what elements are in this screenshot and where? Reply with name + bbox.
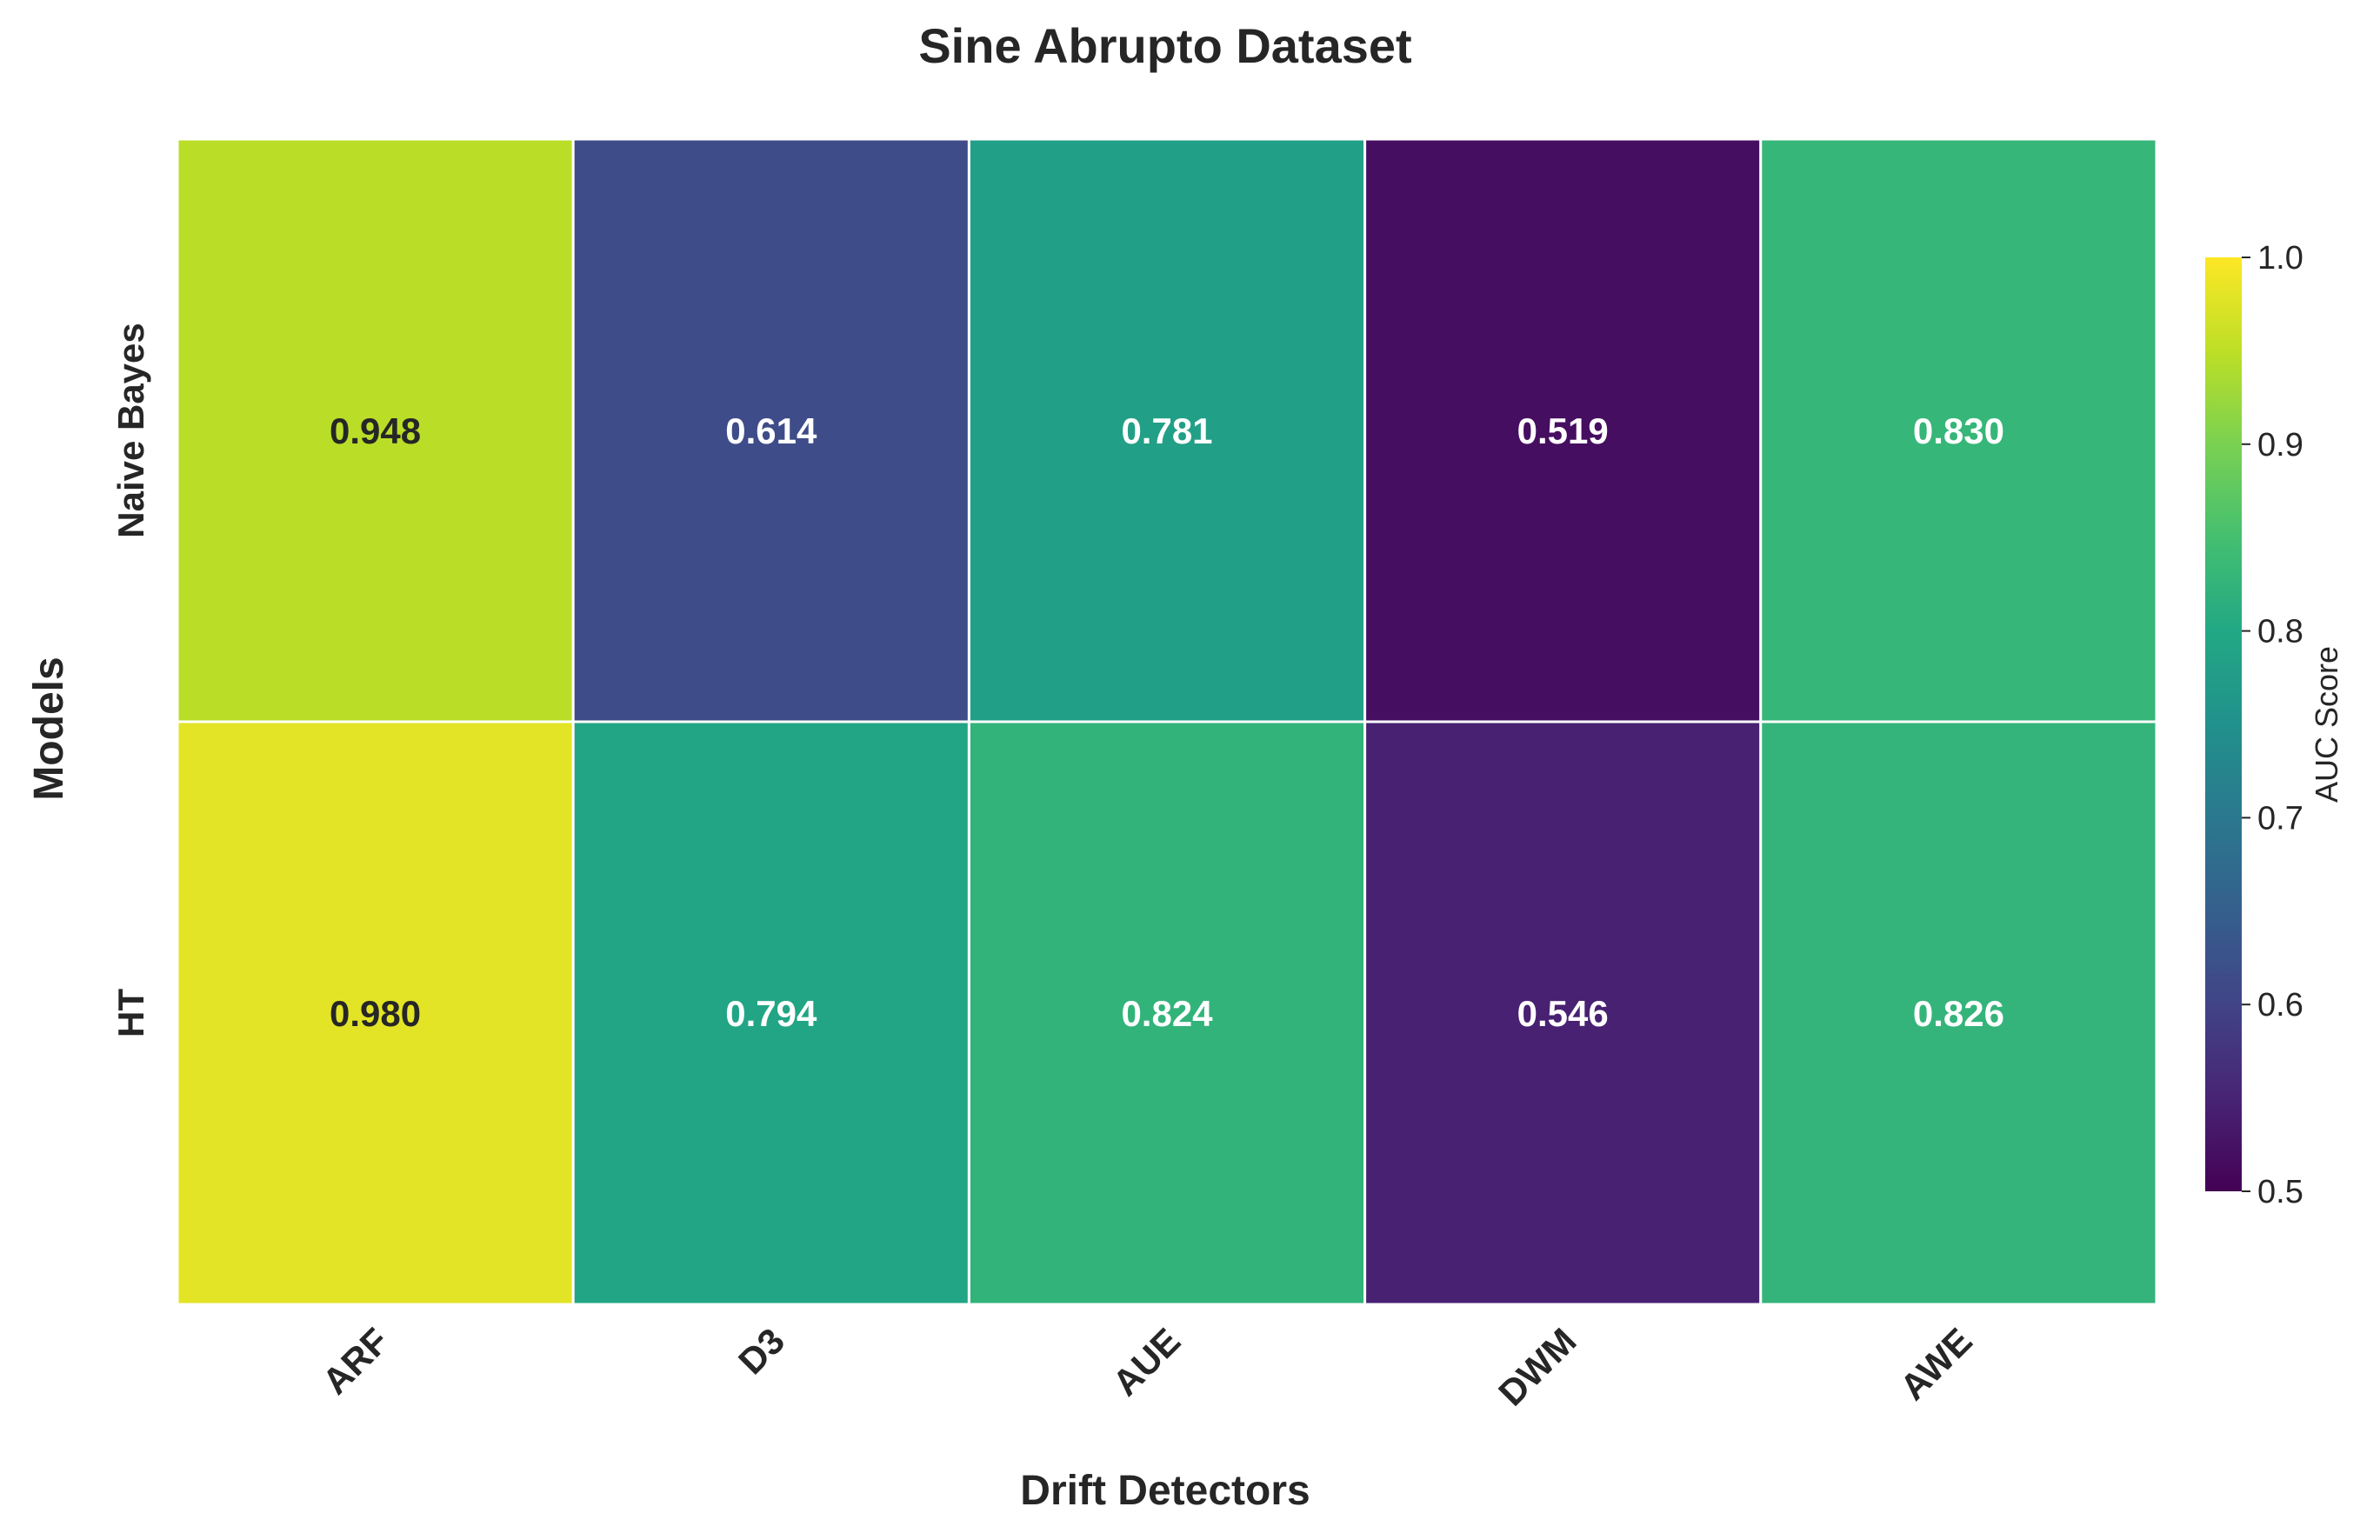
cell-value-label: 0.519 (1517, 410, 1609, 451)
heatmap-cells (176, 137, 2158, 1306)
x-axis-label: Drift Detectors (1020, 1468, 1310, 1514)
cell-value-label: 0.546 (1517, 993, 1609, 1034)
cell-value-label: 0.980 (330, 993, 421, 1034)
cell-value-label: 0.794 (725, 993, 817, 1034)
colorbar-tick-label: 0.9 (2257, 427, 2303, 463)
y-tick-labels: Naive Bayes HT (110, 323, 151, 1037)
heatmap-cell (1363, 137, 1763, 723)
cell-value-label: 0.614 (725, 410, 817, 451)
colorbar-tick-label: 0.7 (2257, 800, 2303, 837)
colorbar-tick-label: 1.0 (2257, 240, 2303, 277)
heatmap-cell (571, 720, 970, 1306)
cell-value-label: 0.781 (1121, 410, 1212, 451)
heatmap-cell-labels: 0.948 0.614 0.781 0.519 0.830 0.980 0.794 0.824… (330, 410, 2004, 1034)
chart-title: Sine Abrupto Dataset (918, 18, 1411, 73)
heatmap-cell (571, 137, 970, 723)
cell-value-label: 0.830 (1913, 410, 2004, 451)
y-tick-label: Naive Bayes (110, 323, 151, 538)
x-tick-label: DWM (1490, 1320, 1583, 1413)
x-tick-label: D3 (730, 1320, 792, 1382)
x-tick-label: AUE (1104, 1320, 1188, 1403)
cell-value-label: 0.824 (1121, 993, 1213, 1034)
heatmap-cell (1759, 720, 2158, 1306)
colorbar-tick-label: 0.6 (2257, 987, 2303, 1023)
colorbar-label: AUC Score (2309, 646, 2344, 803)
heatmap-cell (176, 720, 575, 1306)
x-tick-label: ARF (315, 1320, 397, 1402)
colorbar-ticks: 0.5 0.6 0.7 0.8 0.9 1.0 (2242, 240, 2303, 1210)
cell-value-label: 0.948 (330, 410, 421, 451)
y-axis-label: Models (26, 657, 72, 800)
heatmap-cell (1759, 137, 2158, 723)
heatmap-cell (967, 720, 1367, 1306)
x-tick-labels: ARF D3 AUE DWM AWE (315, 1320, 1980, 1413)
cell-value-label: 0.826 (1913, 993, 2004, 1034)
y-tick-label: HT (110, 989, 151, 1037)
heatmap-cell (1363, 720, 1763, 1306)
heatmap-cell (176, 137, 575, 723)
colorbar (2205, 257, 2242, 1191)
colorbar-tick-label: 0.8 (2257, 614, 2303, 650)
colorbar-tick-label: 0.5 (2257, 1174, 2303, 1210)
x-tick-label: AWE (1892, 1320, 1980, 1408)
heatmap-cell (967, 137, 1367, 723)
